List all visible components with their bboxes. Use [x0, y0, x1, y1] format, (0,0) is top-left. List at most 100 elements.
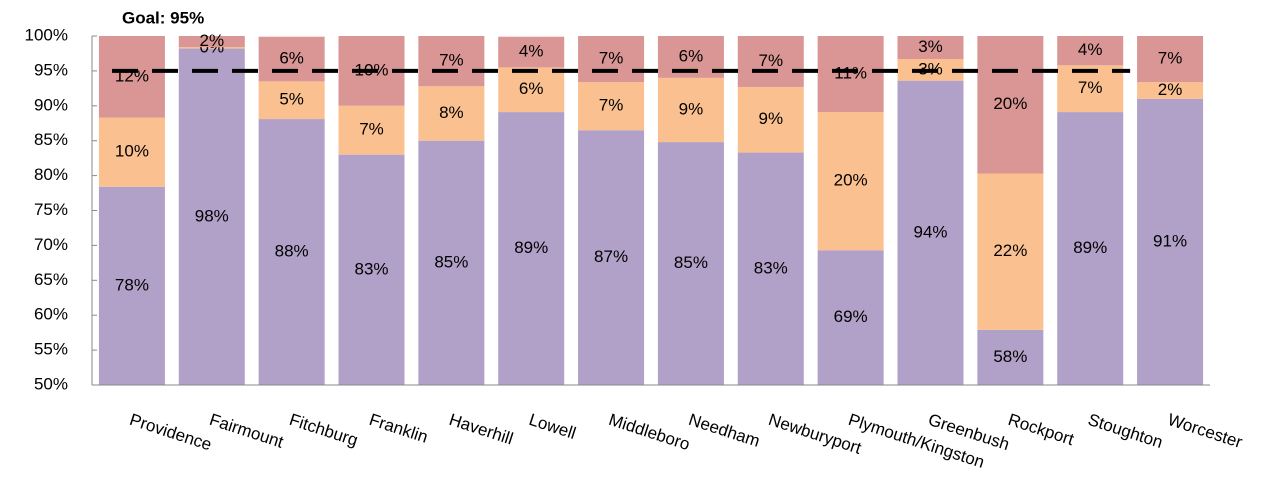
bar-segment — [897, 36, 964, 60]
bar-segment — [1057, 36, 1124, 66]
value-label: 2% — [1158, 80, 1183, 99]
bar-segment — [737, 86, 804, 153]
value-label: 4% — [519, 42, 544, 61]
value-label: 9% — [679, 99, 704, 118]
y-tick-label: 60% — [34, 305, 68, 324]
x-tick-label: Middleboro — [606, 410, 692, 454]
y-tick-label: 65% — [34, 270, 68, 289]
value-label: 7% — [599, 96, 624, 115]
bar-segment — [178, 48, 245, 386]
value-label: 83% — [354, 259, 388, 278]
x-tick-label: Franklin — [367, 410, 430, 447]
bar-segment — [737, 152, 804, 385]
y-tick-label: 100% — [25, 25, 68, 44]
bar-segment — [418, 140, 485, 385]
bar-segment — [1137, 82, 1204, 99]
bar-segment — [98, 186, 165, 385]
value-label: 7% — [439, 51, 464, 70]
value-label: 9% — [758, 109, 783, 128]
value-label: 87% — [594, 247, 628, 266]
value-label: 3% — [918, 37, 943, 56]
value-label: 88% — [275, 242, 309, 261]
value-label: 7% — [599, 49, 624, 68]
bar-segment — [338, 105, 405, 155]
bar-segment — [1057, 112, 1124, 385]
bar-segment — [817, 250, 884, 385]
value-label: 58% — [993, 347, 1027, 366]
value-label: 10% — [115, 142, 149, 161]
value-label: 8% — [439, 103, 464, 122]
y-tick-label: 80% — [34, 165, 68, 184]
y-tick-label: 50% — [34, 374, 68, 393]
y-tick-label: 55% — [34, 340, 68, 359]
value-label: 20% — [834, 171, 868, 190]
value-label: 98% — [195, 206, 229, 225]
value-label: 3% — [918, 59, 943, 78]
bar-segment — [977, 329, 1044, 385]
value-label: 7% — [1158, 49, 1183, 68]
bar-segment — [737, 36, 804, 87]
value-label: 85% — [434, 252, 468, 271]
bar-segment — [657, 77, 724, 143]
bar-segment — [498, 112, 565, 385]
bar-segment — [498, 36, 565, 68]
value-label: 7% — [1078, 78, 1103, 97]
bar-segment — [578, 130, 645, 385]
x-tick-label: Lowell — [527, 410, 579, 443]
value-label: 7% — [758, 51, 783, 70]
bar-segment — [897, 80, 964, 385]
value-label: 89% — [514, 238, 548, 257]
value-label: 91% — [1153, 231, 1187, 250]
bar-segment — [178, 36, 245, 48]
x-tick-label: Providence — [127, 410, 214, 454]
value-label: 85% — [674, 253, 708, 272]
bar-segment — [977, 173, 1044, 330]
bar-segment — [578, 82, 645, 131]
value-label: 2% — [199, 31, 224, 50]
value-label: 78% — [115, 275, 149, 294]
value-label: 5% — [279, 90, 304, 109]
y-tick-label: 95% — [34, 60, 68, 79]
bar-segment — [258, 119, 325, 385]
bar-segment — [817, 36, 884, 113]
bar-segment — [1057, 65, 1124, 113]
y-tick-label: 75% — [34, 200, 68, 219]
bar-segment — [578, 36, 645, 83]
x-tick-label: Fairmount — [207, 410, 286, 452]
value-label: 94% — [913, 222, 947, 241]
value-label: 6% — [519, 79, 544, 98]
bar-segment — [98, 36, 165, 118]
value-label: 4% — [1078, 40, 1103, 59]
y-tick-label: 90% — [34, 95, 68, 114]
bar-segment — [1137, 36, 1204, 83]
x-tick-label: Rockport — [1006, 410, 1077, 449]
x-tick-label: Needham — [686, 410, 762, 451]
value-label: 89% — [1073, 238, 1107, 257]
value-label: 22% — [993, 241, 1027, 260]
x-tick-label: Stoughton — [1086, 410, 1166, 452]
y-tick-label: 85% — [34, 130, 68, 149]
value-label: 69% — [834, 307, 868, 326]
x-tick-label: Fitchburg — [287, 410, 360, 450]
value-label: 6% — [679, 46, 704, 65]
value-label: 83% — [754, 258, 788, 277]
bar-segment — [418, 86, 485, 141]
bar-segment — [178, 47, 245, 49]
bar-segment — [498, 67, 565, 113]
bar-segment — [977, 36, 1044, 174]
bar-segment — [258, 81, 325, 120]
value-label: 6% — [279, 49, 304, 68]
value-label: 11% — [834, 64, 867, 83]
bar-segment — [817, 112, 884, 251]
bar-segment — [1137, 98, 1204, 385]
value-label: 7% — [359, 120, 384, 139]
bar-segment — [258, 36, 325, 82]
y-tick-label: 70% — [34, 235, 68, 254]
x-tick-label: Worcester — [1165, 410, 1245, 452]
bar-segment — [338, 154, 405, 385]
bar-segment — [418, 36, 485, 87]
goal-label: Goal: 95% — [122, 8, 204, 27]
value-label: 20% — [993, 94, 1027, 113]
bar-segment — [657, 142, 724, 385]
